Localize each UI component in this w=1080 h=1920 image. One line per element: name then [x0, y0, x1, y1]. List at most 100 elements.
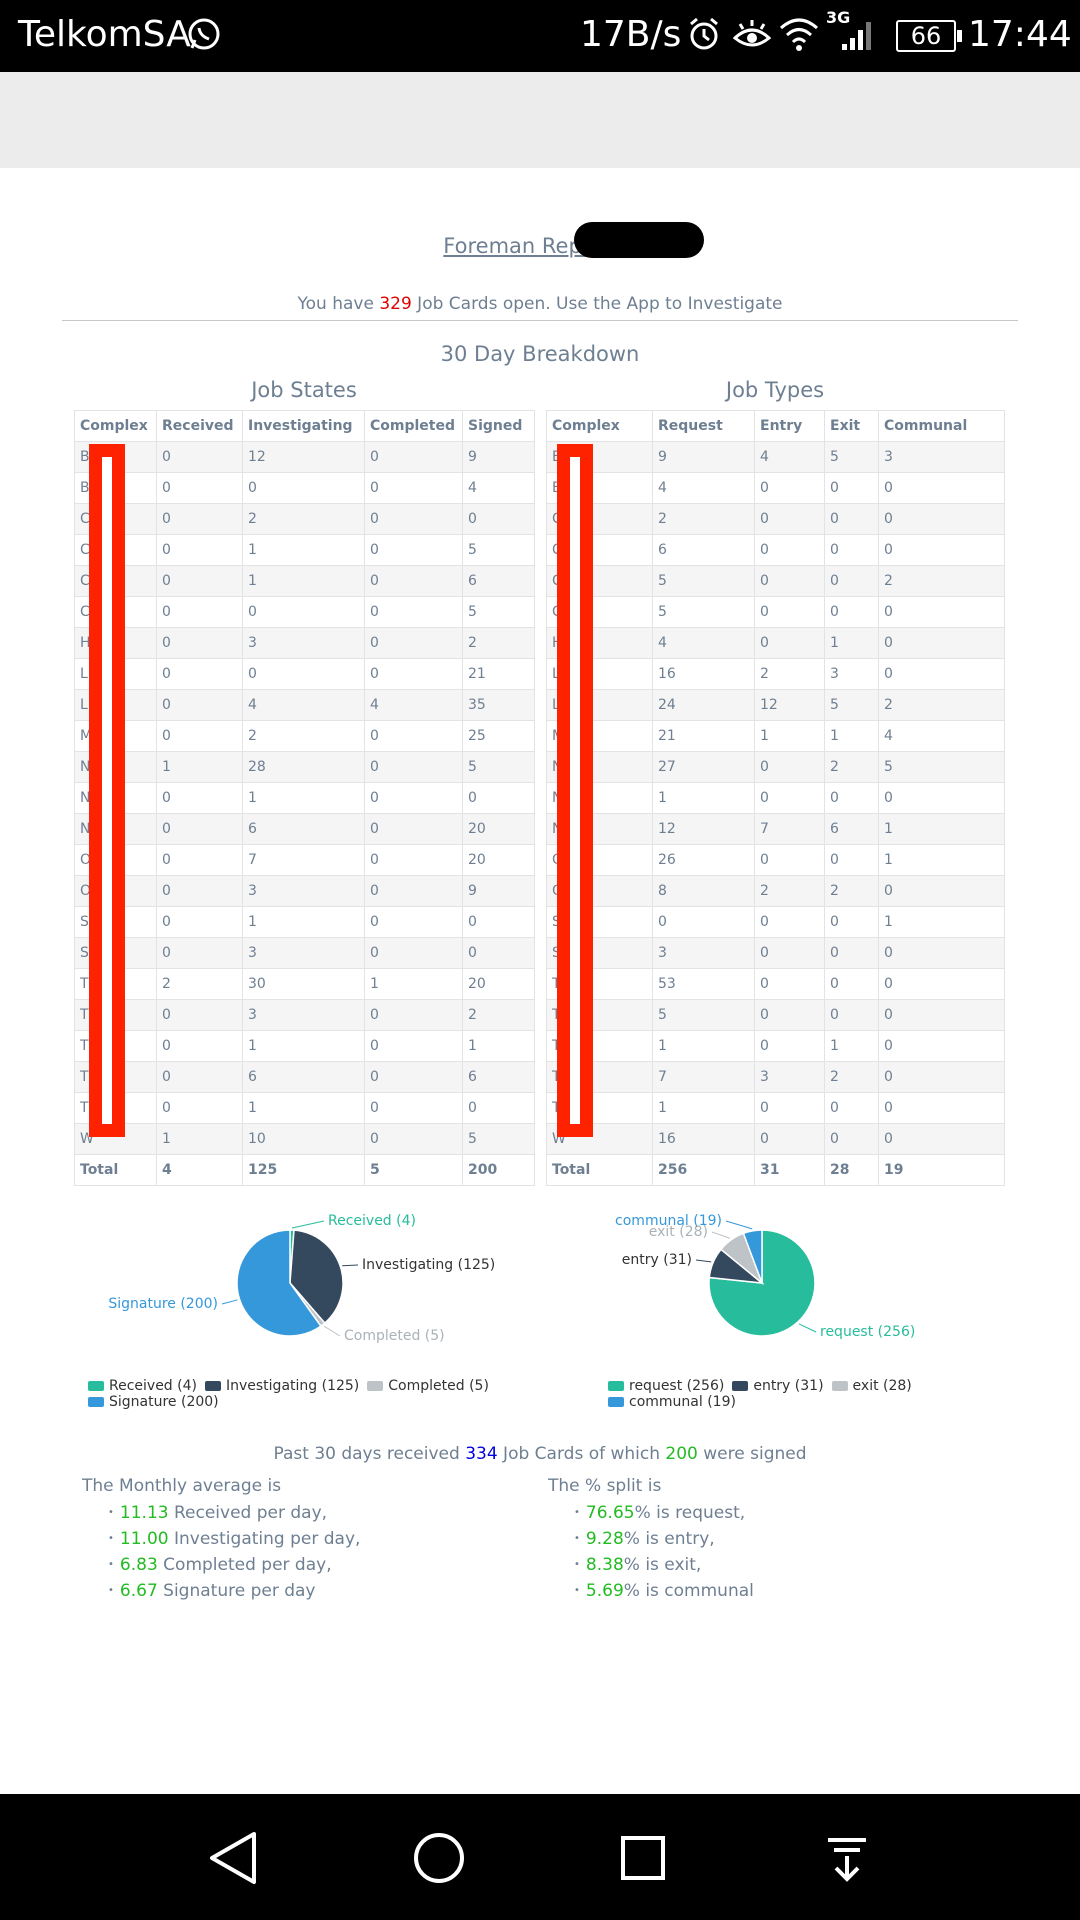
table-row: T1000 [546, 1092, 1005, 1124]
table-cell: 0 [754, 782, 825, 814]
recents-icon[interactable] [616, 1830, 670, 1886]
table-cell: 2 [462, 627, 535, 659]
table-cell: 0 [824, 565, 879, 597]
table-cell: 0 [364, 813, 463, 845]
table-row: O 0 7 0 20 [74, 844, 535, 876]
table-cell: 0 [824, 534, 879, 566]
legend-item[interactable]: Received (4) [88, 1378, 197, 1394]
legend-item[interactable]: Completed (5) [367, 1378, 489, 1394]
summary-suffix: were signed [697, 1444, 807, 1464]
list-item: 5.69% is communal [574, 1578, 754, 1604]
table-cell: 0 [462, 906, 535, 938]
total-cell: 125 [242, 1154, 365, 1186]
eye-comfort-icon [732, 20, 772, 47]
table-row: T1010 [546, 1030, 1005, 1062]
total-cell: 28 [824, 1154, 879, 1186]
table-cell: 0 [156, 689, 243, 721]
pie-connector [798, 1323, 817, 1333]
redaction-bar [89, 444, 125, 1137]
legend-item[interactable]: Signature (200) [88, 1394, 219, 1410]
legend-swatch [88, 1397, 104, 1407]
table-cell: 5 [878, 751, 1005, 783]
job-states-pie-chart: Received (4) Investigating (125) Completed… [108, 1213, 495, 1344]
table-cell: 53 [652, 968, 755, 1000]
legend-item[interactable]: request (256) [608, 1378, 724, 1394]
table-cell: 3 [242, 999, 365, 1031]
legend-item[interactable]: communal (19) [608, 1394, 736, 1410]
list-value: 11.13 [119, 1503, 169, 1523]
legend-label: communal (19) [629, 1394, 736, 1410]
table-cell: 1 [242, 565, 365, 597]
list-item: 6.83 Completed per day, [108, 1552, 360, 1578]
legend-item[interactable]: entry (31) [732, 1378, 824, 1394]
table-cell: 1 [824, 1030, 879, 1062]
table-cell: 21 [652, 720, 755, 752]
home-icon[interactable] [412, 1830, 466, 1886]
table-cell: 0 [156, 441, 243, 473]
table-cell: 0 [878, 937, 1005, 969]
pie-slice[interactable] [742, 1229, 763, 1284]
pie-label: Investigating (125) [362, 1257, 495, 1273]
pie-slice[interactable] [289, 1229, 344, 1325]
table-cell: 3 [878, 441, 1005, 473]
table-cell: 0 [878, 1030, 1005, 1062]
table-cell: 0 [364, 1030, 463, 1062]
list-text: % is request, [634, 1503, 746, 1523]
column-header: Entry [754, 410, 825, 442]
legend-label: Completed (5) [388, 1378, 489, 1394]
table-cell: 0 [754, 844, 825, 876]
table-row: B9453 [546, 441, 1005, 473]
table-cell: 0 [462, 937, 535, 969]
table-cell: 2 [652, 503, 755, 535]
table-cell: 0 [824, 844, 879, 876]
table-cell: 1 [824, 720, 879, 752]
table-cell: 0 [754, 1092, 825, 1124]
summary-prefix: Past 30 days received [273, 1444, 466, 1464]
column-header: Exit [824, 410, 879, 442]
job-states-table: Complex Received Investigating Completed Sig… [74, 410, 535, 1186]
table-cell: 0 [824, 1092, 879, 1124]
table-cell: 21 [462, 658, 535, 690]
legend-swatch [732, 1381, 749, 1391]
table-cell: 0 [242, 472, 365, 504]
table-cell: 0 [364, 1092, 463, 1124]
table-cell: 0 [878, 1123, 1005, 1155]
table-total-row: Total 256 31 28 19 [546, 1154, 1005, 1186]
notification-pulldown-icon[interactable] [820, 1830, 874, 1886]
table-cell: 20 [462, 813, 535, 845]
list-text: % is communal [623, 1581, 754, 1601]
table-cell: 6 [824, 813, 879, 845]
table-row: S0001 [546, 906, 1005, 938]
table-row: L 16 2 3 0 [546, 658, 1005, 690]
table-cell: 2 [754, 658, 825, 690]
table-cell: 3 [242, 937, 365, 969]
table-cell: 2 [754, 875, 825, 907]
table-row: B4000 [546, 472, 1005, 504]
table-row: T5000 [546, 999, 1005, 1031]
pie-slice[interactable] [236, 1229, 322, 1337]
table-row: T 2 30 1 20 [74, 968, 535, 1000]
table-cell: 6 [462, 1061, 535, 1093]
list-text: Signature per day [157, 1581, 316, 1601]
table-cell: 20 [462, 844, 535, 876]
table-cell: 3 [242, 627, 365, 659]
back-icon[interactable] [206, 1830, 260, 1886]
monthly-title: The Monthly average is [82, 1476, 282, 1496]
page-title[interactable]: Foreman Reports - [0, 234, 1080, 258]
total-cell: 31 [754, 1154, 825, 1186]
table-cell: 0 [156, 906, 243, 938]
battery-icon: 66 [896, 20, 962, 52]
legend-item[interactable]: exit (28) [831, 1378, 912, 1394]
job-states-legend: Received (4) Investigating (125) Completed… [88, 1378, 528, 1410]
table-cell: 1 [754, 720, 825, 752]
total-cell: 200 [462, 1154, 535, 1186]
summary-received: 334 [465, 1444, 498, 1464]
legend-item[interactable]: Investigating (125) [204, 1378, 359, 1394]
list-item: 11.13 Received per day, [108, 1500, 360, 1526]
list-value: 5.69 [585, 1581, 624, 1601]
